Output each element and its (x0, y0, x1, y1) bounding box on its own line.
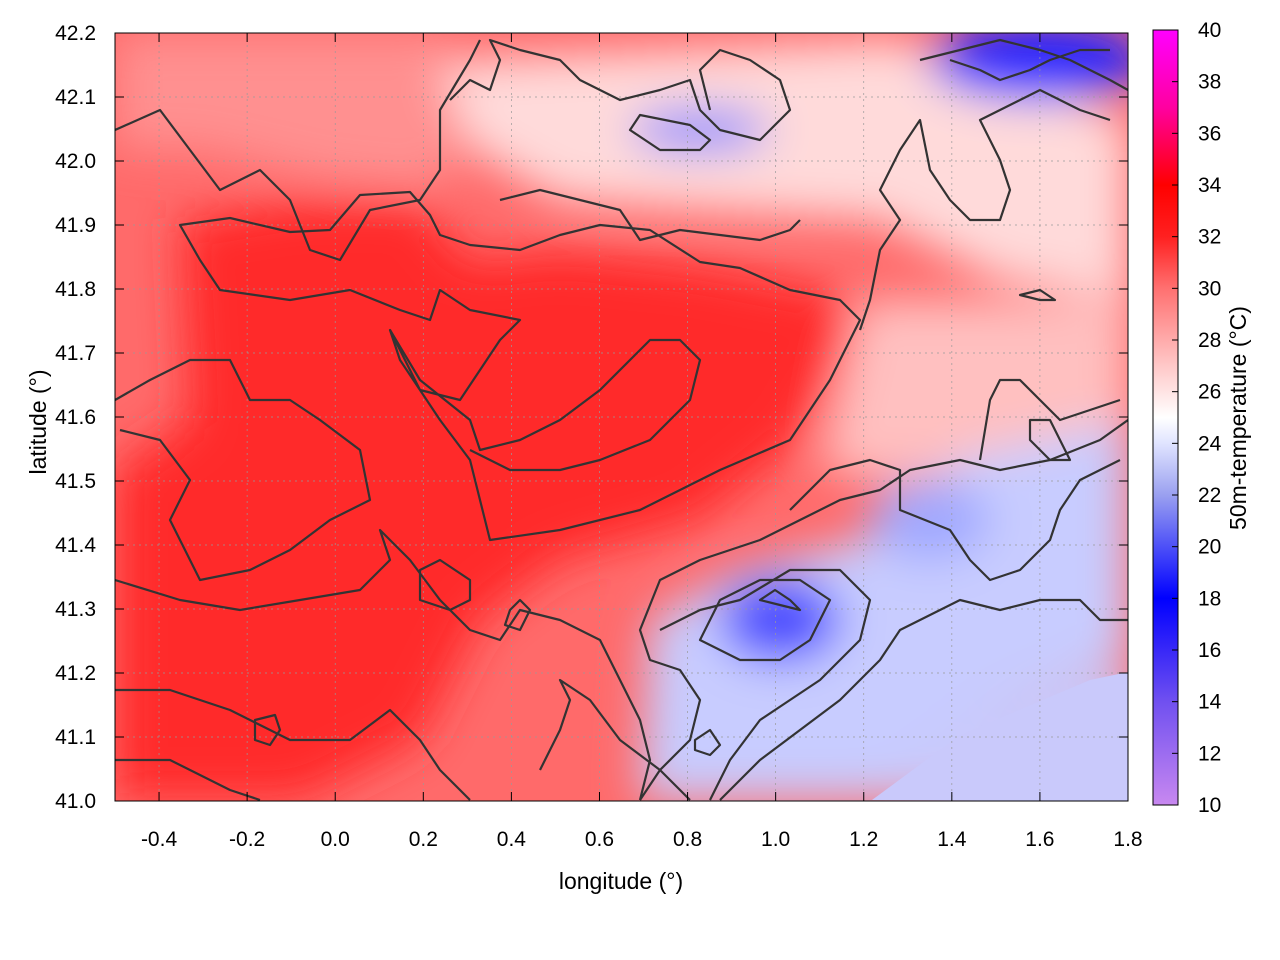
pale-east-region (820, 300, 1128, 480)
pale-north-region (440, 40, 1128, 300)
cool-spot-east (870, 480, 990, 560)
x-tick-label: 0.8 (673, 828, 702, 851)
x-tick-label: -0.4 (141, 828, 178, 851)
contour-line (638, 419, 1128, 801)
y-tick-label: 41.6 (55, 406, 96, 429)
y-tick-label: 41.9 (55, 214, 96, 237)
contour-line (253, 713, 282, 747)
contour-line (418, 558, 472, 612)
contour-line (115, 358, 372, 582)
x-axis-title: longitude (°) (559, 868, 683, 894)
contour-line (789, 458, 1121, 582)
contour-line (389, 329, 702, 472)
x-tick-label: 1.2 (849, 828, 878, 851)
y-axis-title: latitude (°) (25, 369, 51, 474)
contour-line (115, 528, 652, 801)
colorbar-tick-label: 14 (1198, 691, 1222, 714)
y-tick-label: 42.0 (55, 150, 96, 173)
colorbar-tick-label: 28 (1198, 329, 1221, 352)
colorbar-tick-label: 36 (1198, 122, 1221, 145)
y-tick-label: 41.8 (55, 278, 96, 301)
cool-spot-north (630, 108, 770, 152)
x-tick-label: 1.4 (937, 828, 967, 851)
y-axis: 41.0 41.1 41.2 41.3 41.4 41.5 41.6 41.7 41.8 41.9… (55, 22, 1128, 813)
contour-line (698, 578, 832, 662)
y-tick-label: 41.7 (55, 342, 96, 365)
cool-se-region (640, 420, 1128, 800)
x-tick-label: 0.6 (585, 828, 614, 851)
grid-lines (115, 33, 1128, 801)
contour-line (719, 598, 1128, 801)
colorbar-tick-label: 18 (1198, 587, 1221, 610)
x-tick-label: 0.0 (321, 828, 350, 851)
contour-line (693, 728, 722, 757)
y-tick-label: 41.4 (55, 534, 96, 557)
colorbar-tick-label: 10 (1198, 794, 1221, 817)
colorbar-tick-label: 24 (1198, 432, 1222, 455)
x-tick-label: 0.4 (497, 828, 527, 851)
contour-line (115, 758, 261, 801)
contour-line (115, 39, 481, 262)
contour-lines (115, 38, 1128, 801)
y-tick-label: 41.5 (55, 470, 96, 493)
colorbar-tick-label: 16 (1198, 639, 1221, 662)
contour-line (1028, 418, 1072, 462)
contour-line (858, 88, 1111, 331)
colorbar-tick-label: 32 (1198, 226, 1221, 249)
contour-line (949, 48, 1110, 82)
x-tick-label: 1.6 (1025, 828, 1054, 851)
y-tick-label: 41.3 (55, 598, 96, 621)
colorbar-tick-label: 40 (1198, 19, 1221, 42)
x-tick-label: 1.0 (761, 828, 790, 851)
heatmap-field (115, 33, 1128, 801)
warm-nw-region (115, 33, 470, 190)
colorbar (1152, 29, 1179, 806)
colorbar-tick-label: 20 (1198, 536, 1221, 559)
x-tick-label: 1.8 (1113, 828, 1142, 851)
contour-line (758, 588, 802, 612)
sea-surface (872, 672, 1128, 801)
contour-line (539, 678, 691, 801)
contour-line (628, 113, 712, 152)
contour-line (178, 190, 862, 542)
contour-line (449, 38, 792, 142)
colorbar-tick-label: 22 (1198, 484, 1221, 507)
hot-interior-region (115, 200, 860, 800)
y-tick-label: 42.2 (55, 22, 96, 45)
y-tick-label: 41.1 (55, 726, 96, 749)
contour-line (499, 188, 801, 242)
contour-line (1018, 288, 1057, 302)
y-tick-label: 42.1 (55, 86, 96, 109)
contour-line (978, 378, 1121, 461)
colorbar-tick-label: 34 (1198, 174, 1222, 197)
y-tick-label: 41.2 (55, 662, 96, 685)
x-tick-label: 0.2 (409, 828, 438, 851)
colorbar-tick-label: 26 (1198, 381, 1221, 404)
colorbar-ticks: 10 12 14 16 18 20 22 24 26 28 30 32 34 36 38 40 (1172, 19, 1222, 817)
colorbar-tick-label: 38 (1198, 71, 1221, 94)
y-tick-label: 41.0 (55, 790, 96, 813)
colorbar-title: 50m-temperature (°C) (1225, 306, 1251, 530)
contour-line (115, 688, 471, 801)
x-axis: -0.4 -0.2 0.0 0.2 0.4 0.6 0.8 1.0 1.2 1.4 1.6 1.8 (141, 33, 1143, 851)
contour-line (503, 598, 532, 632)
contour-line (919, 38, 1128, 91)
colorbar-tick-label: 30 (1198, 277, 1221, 300)
colorbar-tick-label: 12 (1198, 742, 1221, 765)
contour-line (659, 568, 872, 801)
x-tick-label: -0.2 (229, 828, 265, 851)
